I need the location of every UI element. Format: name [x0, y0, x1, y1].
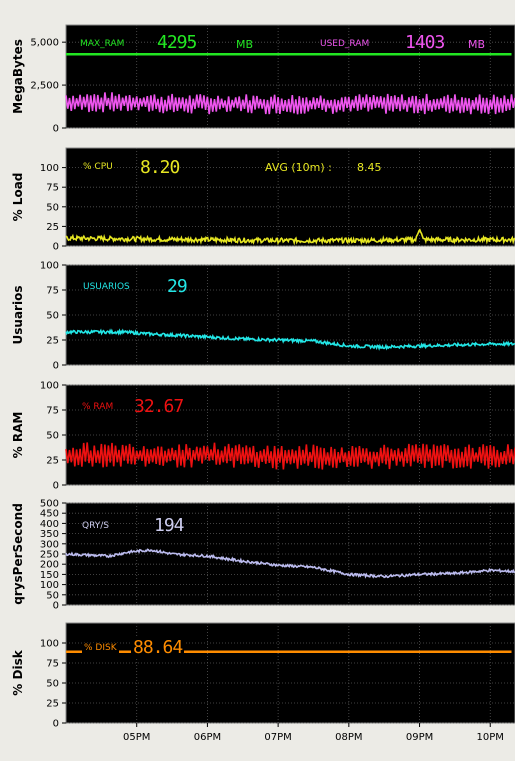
y-tick-label: 100 [40, 163, 59, 174]
y-tick-label: 200 [40, 560, 59, 571]
plot-area [65, 622, 515, 724]
series-line-used-ram [65, 92, 515, 115]
y-tick-label: 25 [46, 222, 59, 233]
y-tick-label: 100 [40, 261, 59, 272]
y-tick-label: 250 [40, 550, 59, 561]
series-line-qry-s [65, 548, 515, 579]
plot-area [65, 384, 515, 486]
y-tick-label: 0 [53, 361, 59, 372]
y-axis-label: % Disk [11, 649, 25, 695]
y-axis-label: % RAM [11, 412, 25, 459]
y-tick-label: 350 [40, 529, 59, 540]
y-tick-label: 75 [46, 183, 59, 194]
y-tick-label: 50 [46, 679, 59, 690]
y-tick-label: 25 [46, 699, 59, 710]
x-tick-label: 06PM [194, 732, 221, 743]
y-axis-label: MegaBytes [11, 39, 25, 114]
y-tick-label: 75 [46, 406, 59, 417]
y-tick-label: 0 [53, 601, 59, 612]
y-tick-label: 25 [46, 456, 59, 467]
y-tick-label: 50 [46, 431, 59, 442]
y-tick-label: 0 [53, 242, 59, 253]
y-tick-label: 150 [40, 570, 59, 581]
y-tick-label: 0 [53, 481, 59, 492]
series-line--ram [65, 442, 515, 470]
plot-area [65, 502, 515, 606]
y-tick-label: 50 [46, 202, 59, 213]
series-line--cpu [65, 228, 515, 246]
y-tick-label: 450 [40, 509, 59, 520]
x-tick-label: 10PM [477, 732, 504, 743]
x-tick-label: 05PM [123, 732, 150, 743]
x-tick-label: 09PM [406, 732, 433, 743]
y-axis-label: % Load [11, 173, 25, 222]
y-tick-label: 50 [46, 590, 59, 601]
series-line-usuarios [65, 328, 515, 351]
y-tick-label: 50 [46, 311, 59, 322]
plot-area [65, 264, 515, 366]
y-tick-label: 25 [46, 336, 59, 347]
y-tick-label: 100 [40, 381, 59, 392]
y-tick-label: 2,500 [30, 81, 59, 92]
y-tick-label: 500 [40, 499, 59, 510]
x-tick-label: 08PM [335, 732, 362, 743]
y-axis-label: qrysPerSecond [11, 503, 25, 605]
y-tick-label: 0 [53, 719, 59, 730]
x-tick-label: 07PM [264, 732, 291, 743]
y-tick-label: 400 [40, 519, 59, 530]
y-tick-label: 300 [40, 539, 59, 550]
y-tick-label: 100 [40, 639, 59, 650]
y-tick-label: 100 [40, 580, 59, 591]
y-axis-label: Usuarios [11, 286, 25, 345]
y-tick-label: 75 [46, 286, 59, 297]
y-tick-label: 0 [53, 124, 59, 135]
plot-area [65, 147, 515, 247]
plot-area [65, 24, 515, 129]
y-tick-label: 5,000 [30, 38, 59, 49]
y-tick-label: 75 [46, 659, 59, 670]
